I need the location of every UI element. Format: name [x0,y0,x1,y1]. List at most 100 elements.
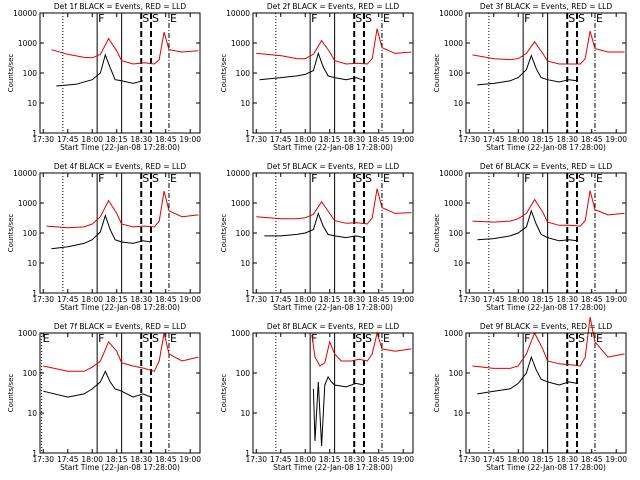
x-tick-label: 17:45 [57,295,79,304]
event-marker-label: F [311,172,317,185]
x-tick-label: 18:30 [130,295,152,304]
x-tick-label: 18:00 [81,135,103,144]
x-tick-label: 18:45 [155,135,177,144]
series-line-events [43,370,152,398]
plot-frame [465,12,627,134]
x-tick-label: 18:30 [343,295,365,304]
y-tick-label: 10 [453,99,463,108]
x-axis-label: Start Time (22-Jan-08 17:28:00) [273,303,393,312]
x-tick-label: 18:00 [294,295,316,304]
x-tick-label: 18:45 [368,455,390,464]
y-tick-label: 1 [458,289,463,298]
event-marker-label: E [43,332,50,345]
x-axis-label: Start Time (22-Jan-08 17:28:00) [60,303,180,312]
event-marker-label: F [524,332,530,345]
event-marker-label: S [578,172,585,185]
x-tick-label: 17:45 [270,455,292,464]
series-line-events [264,211,365,239]
event-marker-label: E [170,172,177,185]
x-tick-label: 17:45 [483,455,505,464]
y-tick-label: 10000 [226,169,250,178]
chart-title: Det 7f BLACK = Events, RED = LLD [54,322,187,331]
x-tick-label: 18:45 [581,135,603,144]
event-marker-label: E [596,332,603,345]
y-tick-label: 10 [453,409,463,418]
y-tick-label: 10 [27,259,37,268]
series-line-lld [46,190,199,229]
x-tick-label: 17:30 [458,295,480,304]
x-tick-label: 17:30 [32,295,54,304]
x-tick-label: 18:00 [507,295,529,304]
x-tick-label: 18:30 [556,295,578,304]
series-line-lld [472,30,625,65]
event-marker-label: S [355,12,362,25]
y-tick-label: 1 [245,289,250,298]
plot-frame [39,12,201,134]
x-tick-label: 18:00 [507,135,529,144]
x-tick-label: 18:15 [532,135,554,144]
x-tick-label: 18:30 [343,135,365,144]
event-marker-label: F [98,332,104,345]
y-tick-label: 100 [236,69,251,78]
series-line-lld [256,28,412,65]
x-tick-label: 17:45 [57,455,79,464]
y-tick-label: 100 [449,369,464,378]
x-tick-label: 18:30 [130,135,152,144]
x-tick-label: 17:30 [458,455,480,464]
x-tick-label: 19:00 [392,295,414,304]
series-line-events [51,213,152,250]
plot-frame [252,332,414,454]
y-tick-label: 1000 [18,329,37,338]
x-tick-label: 17:30 [32,135,54,144]
chart-title: Det 8f BLACK = Events, RED = LLD [267,322,400,331]
y-tick-label: 10000 [13,169,37,178]
chart-title: Det 5f BLACK = Events, RED = LLD [267,162,400,171]
event-marker-label: F [98,172,104,185]
event-marker-label: S [142,172,149,185]
event-marker-label: F [311,12,317,25]
y-axis-label: Counts/sec [7,374,15,413]
y-tick-label: 1 [245,449,250,458]
x-tick-label: 18:45 [581,455,603,464]
x-axis-label: Start Time (22-Jan-08 17:28:00) [60,143,180,152]
y-tick-label: 1000 [231,329,250,338]
y-axis-label: Counts/sec [220,374,228,413]
x-tick-label: 17:30 [32,455,54,464]
event-marker-label: F [311,332,317,345]
x-axis-label: Start Time (22-Jan-08 17:28:00) [486,463,606,472]
x-tick-label: 17:45 [270,295,292,304]
y-tick-label: 1 [32,129,37,138]
event-marker-label: S [578,12,585,25]
event-marker-label: S [142,332,149,345]
event-marker-label: E [383,332,390,345]
series-line-events [477,209,578,242]
y-tick-label: 100 [236,369,251,378]
x-axis-label: Start Time (22-Jan-08 17:28:00) [60,463,180,472]
x-tick-label: 17:30 [245,295,267,304]
y-tick-label: 100 [23,69,38,78]
event-marker-label: S [152,332,159,345]
x-tick-label: 18:30 [556,455,578,464]
x-tick-label: 18:30 [130,455,152,464]
event-marker-label: S [365,172,372,185]
y-tick-label: 100 [449,229,464,238]
x-tick-label: 18:15 [319,455,341,464]
event-marker-label: S [142,12,149,25]
event-marker-label: S [568,172,575,185]
y-axis-label: Counts/sec [433,54,441,93]
x-tick-label: 19:00 [179,295,201,304]
y-tick-label: 1000 [231,199,250,208]
x-tick-label: 18:15 [106,455,128,464]
event-marker-label: S [365,332,372,345]
event-marker-label: S [578,332,585,345]
chart-title: Det 6f BLACK = Events, RED = LLD [480,162,613,171]
event-marker-label: F [98,12,104,25]
y-tick-label: 1000 [18,199,37,208]
event-marker-label: F [524,172,530,185]
x-tick-label: 19:00 [605,295,627,304]
y-tick-label: 10000 [439,9,463,18]
x-axis-label: Start Time (22-Jan-08 17:28:00) [273,463,393,472]
